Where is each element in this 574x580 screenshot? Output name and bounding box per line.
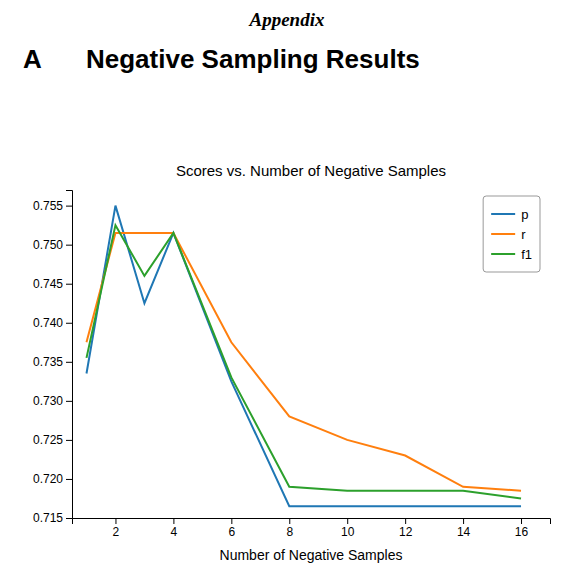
y-tick-mark xyxy=(66,206,72,207)
y-tick-mark xyxy=(66,245,72,246)
x-axis: 2 4 6 8 10 12 14 16 xyxy=(73,518,551,539)
x-tick: 8 xyxy=(286,518,293,539)
series-line xyxy=(86,225,521,498)
y-tick: 0.750 xyxy=(33,238,72,252)
x-tick-label: 10 xyxy=(341,525,355,539)
y-tick-label: 0.745 xyxy=(33,277,63,291)
x-tick: 6 xyxy=(228,518,235,539)
x-axis-line xyxy=(73,519,551,525)
legend-swatch xyxy=(491,253,515,255)
y-tick-label: 0.720 xyxy=(33,472,63,486)
x-tick-label: 14 xyxy=(457,525,471,539)
x-tick: 14 xyxy=(457,518,471,539)
legend-label: r xyxy=(521,227,526,242)
y-tick-label: 0.755 xyxy=(33,199,63,213)
x-tick: 2 xyxy=(113,518,120,539)
y-tick: 0.730 xyxy=(33,394,72,408)
x-tick-mark xyxy=(405,518,406,524)
legend-item: r xyxy=(491,227,526,242)
legend-item: p xyxy=(491,207,528,222)
y-tick-mark xyxy=(66,440,72,441)
legend-label: f1 xyxy=(521,247,532,262)
y-tick: 0.745 xyxy=(33,277,72,291)
x-axis-label: Number of Negative Samples xyxy=(220,547,403,563)
legend-label: p xyxy=(521,207,528,222)
x-tick-mark xyxy=(521,518,522,524)
legend-item: f1 xyxy=(491,247,532,262)
y-tick: 0.715 xyxy=(33,511,72,525)
x-tick-mark xyxy=(115,518,116,524)
section-title: Negative Sampling Results xyxy=(86,44,420,74)
x-tick: 12 xyxy=(399,518,413,539)
y-axis-line xyxy=(66,191,73,519)
x-tick-label: 6 xyxy=(228,525,235,539)
legend-box xyxy=(483,196,540,272)
y-tick-label: 0.730 xyxy=(33,394,63,408)
legend-swatch xyxy=(491,233,515,235)
y-axis: 0.715 0.720 0.725 0.730 0.735 0.740 0.745 0.750… xyxy=(33,191,73,526)
legend-swatch xyxy=(491,213,515,215)
x-tick-mark xyxy=(463,518,464,524)
x-tick-mark xyxy=(173,518,174,524)
y-tick-mark xyxy=(66,323,72,324)
x-tick-mark xyxy=(289,518,290,524)
y-tick: 0.720 xyxy=(33,472,72,486)
chart: Appendix A Negative Sampling Results 2 4 6 8 10… xyxy=(0,0,574,580)
x-tick: 4 xyxy=(171,518,178,539)
x-tick-label: 8 xyxy=(286,525,293,539)
y-tick-label: 0.750 xyxy=(33,238,63,252)
series-line xyxy=(86,233,521,491)
y-tick: 0.735 xyxy=(33,355,72,369)
legend: pr f1 xyxy=(483,196,540,272)
series-line xyxy=(86,206,521,507)
plot-area xyxy=(86,206,521,507)
y-tick-label: 0.735 xyxy=(33,355,63,369)
x-tick: 10 xyxy=(341,518,355,539)
y-tick-mark xyxy=(66,362,72,363)
title: Scores vs. Number of Negative Samples xyxy=(176,162,446,179)
y-tick-label: 0.715 xyxy=(33,511,63,525)
x-tick-label: 4 xyxy=(171,525,178,539)
x-tick-label: 2 xyxy=(113,525,120,539)
y-tick: 0.740 xyxy=(33,316,72,330)
y-tick-mark xyxy=(66,401,72,402)
x-tick-label: 16 xyxy=(515,525,529,539)
x-tick: 16 xyxy=(515,518,529,539)
header: Appendix xyxy=(249,9,325,30)
section-number: A xyxy=(23,44,42,74)
y-tick-label: 0.740 xyxy=(33,316,63,330)
x-tick-label: 12 xyxy=(399,525,413,539)
y-tick-label: 0.725 xyxy=(33,433,63,447)
y-tick-mark xyxy=(66,518,72,519)
y-tick: 0.755 xyxy=(33,199,72,213)
y-tick: 0.725 xyxy=(33,433,72,447)
y-tick-mark xyxy=(66,479,72,480)
y-tick-mark xyxy=(66,284,72,285)
x-tick-mark xyxy=(347,518,348,524)
x-tick-mark xyxy=(231,518,232,524)
